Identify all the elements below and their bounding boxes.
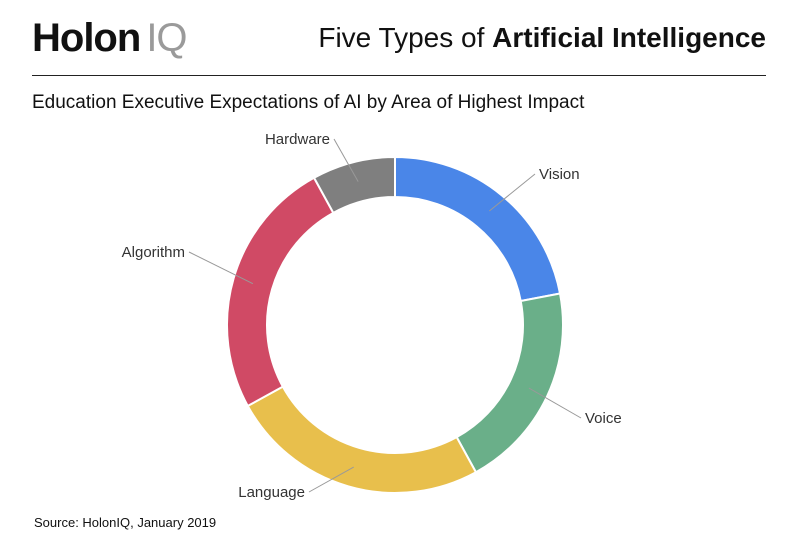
label-algorithm: Algorithm bbox=[122, 244, 185, 261]
leader-algorithm bbox=[188, 251, 254, 285]
slice-algorithm bbox=[225, 176, 335, 408]
leader-hardware bbox=[333, 138, 359, 182]
leader-language bbox=[308, 466, 354, 493]
leader-voice bbox=[528, 387, 582, 419]
slice-vision bbox=[394, 155, 562, 303]
slice-voice bbox=[455, 292, 564, 474]
logo-main-text: Holon bbox=[32, 16, 141, 60]
holoniq-logo: Holon IQ bbox=[32, 14, 188, 62]
label-hardware: Hardware bbox=[265, 131, 330, 148]
label-language: Language bbox=[238, 484, 305, 501]
label-voice: Voice bbox=[585, 410, 622, 427]
leader-vision bbox=[489, 173, 536, 212]
page-title: Five Types of Artificial Intelligence bbox=[318, 20, 766, 56]
label-leaders bbox=[188, 138, 582, 493]
source-note: Source: HolonIQ, January 2019 bbox=[34, 515, 217, 530]
page-title-bold: Artificial Intelligence bbox=[492, 22, 766, 53]
page-title-regular: Five Types of bbox=[318, 22, 493, 53]
logo-suffix-text: IQ bbox=[146, 16, 187, 60]
slice-hardware bbox=[312, 155, 396, 215]
label-vision: Vision bbox=[539, 166, 580, 183]
chart-subtitle: Education Executive Expectations of AI b… bbox=[32, 92, 585, 113]
slice-language bbox=[246, 385, 478, 495]
donut-slices bbox=[225, 155, 564, 495]
slice-labels: Vision Voice Language Algorithm Hardware bbox=[122, 131, 622, 501]
header-divider bbox=[32, 75, 766, 76]
